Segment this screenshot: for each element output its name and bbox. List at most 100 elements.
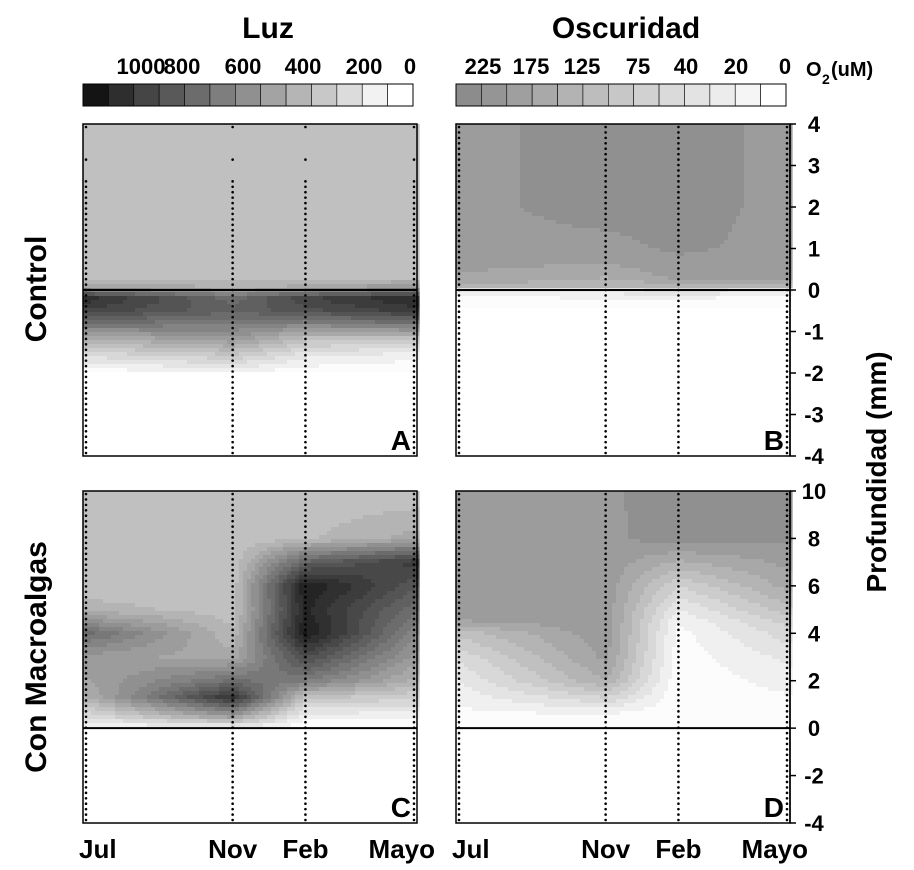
heatmap-cell	[243, 400, 248, 405]
heatmap-cell	[187, 276, 192, 281]
heatmap-cell	[151, 300, 156, 305]
heatmap-cell	[203, 284, 208, 289]
heatmap-cell	[139, 284, 144, 289]
heatmap-cell	[183, 152, 188, 157]
heatmap-cell	[87, 368, 92, 373]
heatmap-cell	[131, 156, 136, 161]
heatmap-cell	[127, 264, 132, 269]
heatmap-cell	[159, 248, 164, 253]
heatmap-cell	[211, 416, 216, 421]
heatmap-cell	[315, 192, 320, 197]
heatmap-cell	[171, 176, 176, 181]
heatmap-cell	[207, 244, 212, 249]
heatmap-cell	[311, 432, 316, 437]
heatmap-cell	[279, 368, 284, 373]
heatmap-cell	[263, 160, 268, 165]
heatmap-cell	[139, 348, 144, 353]
heatmap-cell	[163, 196, 168, 201]
heatmap-cell	[259, 400, 264, 405]
heatmap-cell	[171, 148, 176, 153]
heatmap-cell	[291, 320, 296, 325]
heatmap-cell	[103, 424, 108, 429]
heatmap-cell	[259, 372, 264, 377]
heatmap-cell	[111, 300, 116, 305]
heatmap-cell	[263, 360, 268, 365]
heatmap-cell	[243, 256, 248, 261]
heatmap-cell	[95, 244, 100, 249]
heatmap-cell	[215, 236, 220, 241]
heatmap-cell	[199, 212, 204, 217]
heatmap-cell	[115, 300, 120, 305]
heatmap-cell	[171, 356, 176, 361]
heatmap-cell	[131, 140, 136, 145]
heatmap-cell	[307, 360, 312, 365]
heatmap-cell	[151, 192, 156, 197]
heatmap-cell	[263, 388, 268, 393]
heatmap-cell	[175, 136, 180, 141]
colorbar-light-cell	[235, 84, 260, 106]
heatmap-cell	[107, 152, 112, 157]
heatmap-cell	[275, 320, 280, 325]
heatmap-cell	[179, 324, 184, 329]
heatmap-cell	[251, 360, 256, 365]
heatmap-cell	[139, 404, 144, 409]
heatmap-cell	[259, 300, 264, 305]
heatmap-cell	[135, 144, 140, 149]
heatmap-cell	[171, 196, 176, 201]
heatmap-cell	[223, 276, 228, 281]
heatmap-cell	[99, 176, 104, 181]
heatmap-cell	[295, 248, 300, 253]
heatmap-cell	[279, 152, 284, 157]
heatmap-cell	[187, 448, 192, 453]
heatmap-cell	[203, 440, 208, 445]
heatmap-cell	[235, 168, 240, 173]
heatmap-cell	[131, 164, 136, 169]
row-label-control: Control	[20, 236, 53, 343]
heatmap-cell	[123, 324, 128, 329]
heatmap-cell	[247, 236, 252, 241]
heatmap-cell	[299, 256, 304, 261]
heatmap-cell	[307, 444, 312, 449]
heatmap-cell	[119, 356, 124, 361]
heatmap-cell	[207, 136, 212, 141]
heatmap-cell	[207, 428, 212, 433]
heatmap-cell	[159, 236, 164, 241]
heatmap-cell	[127, 152, 132, 157]
heatmap-cell	[195, 192, 200, 197]
heatmap-cell	[291, 428, 296, 433]
heatmap-cell	[203, 240, 208, 245]
heatmap-cell	[215, 168, 220, 173]
heatmap-cell	[91, 256, 96, 261]
heatmap-cell	[227, 268, 232, 273]
heatmap-cell	[191, 216, 196, 221]
heatmap-cell	[87, 420, 92, 425]
heatmap-cell	[135, 192, 140, 197]
heatmap-cell	[95, 420, 100, 425]
heatmap-cell	[255, 192, 260, 197]
heatmap-cell	[95, 312, 100, 317]
heatmap-cell	[179, 164, 184, 169]
heatmap-cell	[159, 296, 164, 301]
heatmap-cell	[291, 276, 296, 281]
heatmap-cell	[271, 164, 276, 169]
heatmap-cell	[215, 204, 220, 209]
heatmap-cell	[159, 424, 164, 429]
heatmap-cell	[295, 292, 300, 297]
heatmap-cell	[223, 136, 228, 141]
heatmap-cell	[103, 164, 108, 169]
heatmap-cell	[99, 316, 104, 321]
heatmap-cell	[287, 216, 292, 221]
heatmap-cell	[311, 344, 316, 349]
heatmap-cell	[311, 252, 316, 257]
heatmap-cell	[243, 156, 248, 161]
heatmap-cell	[163, 416, 168, 421]
heatmap-cell	[211, 172, 216, 177]
heatmap-cell	[311, 388, 316, 393]
heatmap-cell	[247, 160, 252, 165]
heatmap-cell	[87, 148, 92, 153]
heatmap-cell	[123, 236, 128, 241]
heatmap-cell	[255, 276, 260, 281]
heatmap-cell	[239, 268, 244, 273]
heatmap-cell	[87, 140, 92, 145]
heatmap-cell	[151, 444, 156, 449]
